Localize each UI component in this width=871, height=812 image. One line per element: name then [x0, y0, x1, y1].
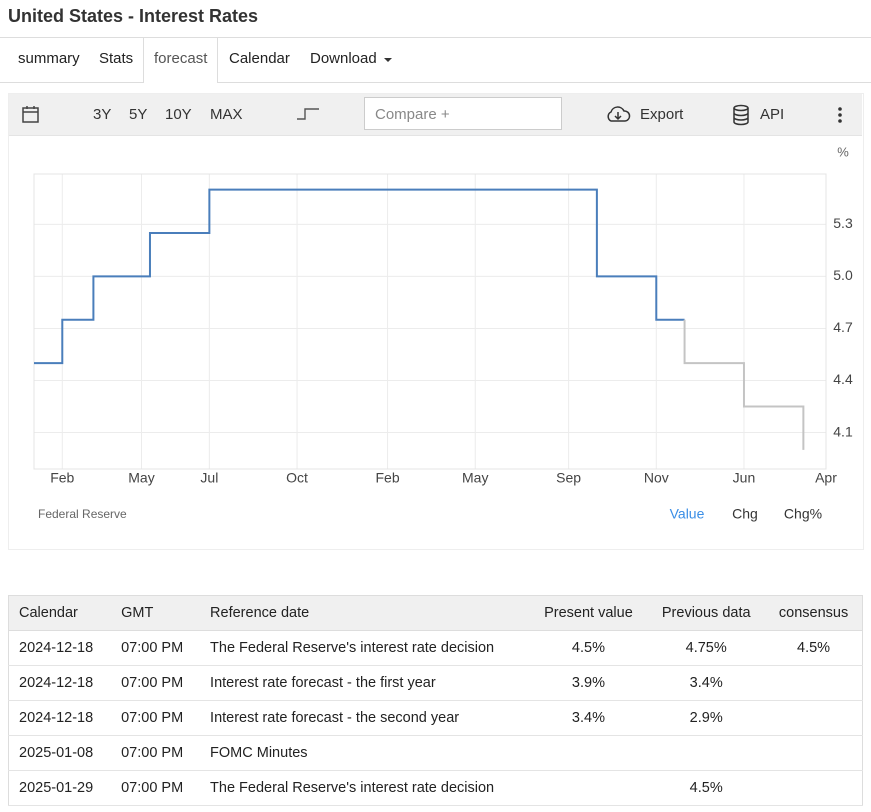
y-tick-label: 4.1 [833, 423, 853, 439]
tab-active[interactable]: forecast [143, 38, 219, 83]
range-button[interactable]: 3Y [93, 106, 112, 123]
plot-frame [33, 173, 827, 470]
column-header: Reference date [200, 595, 530, 631]
column-header: Calendar [8, 595, 112, 631]
tab[interactable]: Calendar [229, 50, 290, 67]
table-cell [765, 770, 864, 806]
x-tick-label: May [462, 470, 488, 486]
table-cell: The Federal Reserve's interest rate deci… [200, 630, 530, 666]
table-cell: 3.9% [529, 665, 648, 701]
range-button[interactable]: 5Y [129, 106, 148, 123]
table-row: 2025-01-08 07:00 PM FOMC Minutes [8, 735, 864, 771]
table-cell: 07:00 PM [111, 735, 201, 771]
x-tick-label: Apr [815, 470, 837, 486]
table-header: Calendar GMT Reference date Present value Pr… [8, 595, 864, 631]
table-cell: 4.5% [765, 630, 864, 666]
tab-bar: summary Stats forecast Calendar Download [0, 37, 871, 83]
y-tick-label: 4.4 [833, 371, 853, 387]
x-tick-label: Jul [200, 470, 218, 486]
compare-input[interactable]: Compare + [364, 97, 562, 130]
table-cell: FOMC Minutes [200, 735, 530, 771]
column-header: GMT [111, 595, 201, 631]
step-chart-icon[interactable] [296, 106, 320, 122]
x-tick-label: Feb [376, 470, 400, 486]
tab[interactable]: summary [18, 50, 80, 67]
table-row: 2024-12-18 07:00 PM The Federal Reserve's … [8, 630, 864, 666]
column-header: consensus [765, 595, 864, 631]
table-cell [647, 735, 766, 771]
range-button[interactable]: MAX [210, 106, 243, 123]
table-cell: 2024-12-18 [8, 630, 112, 666]
calendar-icon[interactable] [21, 105, 41, 125]
table-cell [529, 735, 648, 771]
table-cell: 07:00 PM [111, 700, 201, 736]
column-header: Present value [529, 595, 648, 631]
mode-button[interactable]: Chg [732, 506, 758, 522]
tab[interactable]: Stats [99, 50, 134, 67]
table-cell [765, 665, 864, 701]
table-cell: 2024-12-18 [8, 665, 112, 701]
y-unit: % [837, 144, 849, 159]
y-tick-label: 5.0 [833, 267, 853, 283]
table-cell: 07:00 PM [111, 665, 201, 701]
table-cell: 2024-12-18 [8, 700, 112, 736]
mode-button[interactable]: Value [670, 506, 705, 522]
table-cell: Interest rate forecast - the first year [200, 665, 530, 701]
table-cell: 4.5% [647, 770, 766, 806]
chart: % Federal Reserve Value Chg Chg% 5.3 5.0 4… [33, 144, 853, 522]
table-cell [529, 770, 648, 806]
table-cell [765, 700, 864, 736]
y-tick-label: 4.7 [833, 319, 853, 335]
mode-button[interactable]: Chg% [784, 506, 822, 522]
dropdown-caret [384, 58, 392, 62]
chart-container [8, 93, 864, 550]
table-cell: 3.4% [529, 700, 648, 736]
table-cell: 2.9% [647, 700, 766, 736]
table-cell: The Federal Reserve's interest rate deci… [200, 770, 530, 806]
table-cell: Interest rate forecast - the second year [200, 700, 530, 736]
more-menu[interactable] [836, 106, 844, 124]
x-tick-label: Sep [556, 470, 581, 486]
page-title: United States - Interest Rates [8, 6, 259, 26]
data-line [683, 319, 805, 450]
table-cell: 2025-01-08 [8, 735, 112, 771]
x-tick-label: May [128, 470, 154, 486]
chart-toolbar: 3Y 5Y 10Y MAX Compare + Export API [9, 94, 862, 136]
table-row: 2024-12-18 07:00 PM Interest rate forecast… [8, 700, 864, 736]
table-cell: 07:00 PM [111, 630, 201, 666]
x-tick-label: Jun [733, 470, 756, 486]
tab[interactable]: Download [310, 50, 377, 67]
table-cell: 4.75% [647, 630, 766, 666]
calendar-table: Calendar GMT Reference date Present value Pr… [8, 595, 864, 806]
api-button[interactable]: API [760, 106, 785, 123]
x-tick-label: Feb [50, 470, 74, 486]
export-icon[interactable] [605, 104, 631, 126]
data-line [34, 188, 685, 365]
table-cell: 4.5% [529, 630, 648, 666]
export-button[interactable]: Export [640, 106, 684, 123]
x-tick-label: Oct [286, 470, 308, 486]
x-tick-label: Nov [644, 470, 669, 486]
table-cell: 2025-01-29 [8, 770, 112, 806]
column-header: Previous data [647, 595, 766, 631]
table-row: 2024-12-18 07:00 PM Interest rate forecast… [8, 665, 864, 701]
table-cell [765, 735, 864, 771]
source: Federal Reserve [38, 507, 127, 521]
table-cell: 3.4% [647, 665, 766, 701]
database-icon[interactable] [731, 104, 751, 126]
table-cell: 07:00 PM [111, 770, 201, 806]
table-row: 2025-01-29 07:00 PM The Federal Reserve's … [8, 770, 864, 806]
y-tick-label: 5.3 [833, 215, 853, 231]
range-button[interactable]: 10Y [165, 106, 192, 123]
